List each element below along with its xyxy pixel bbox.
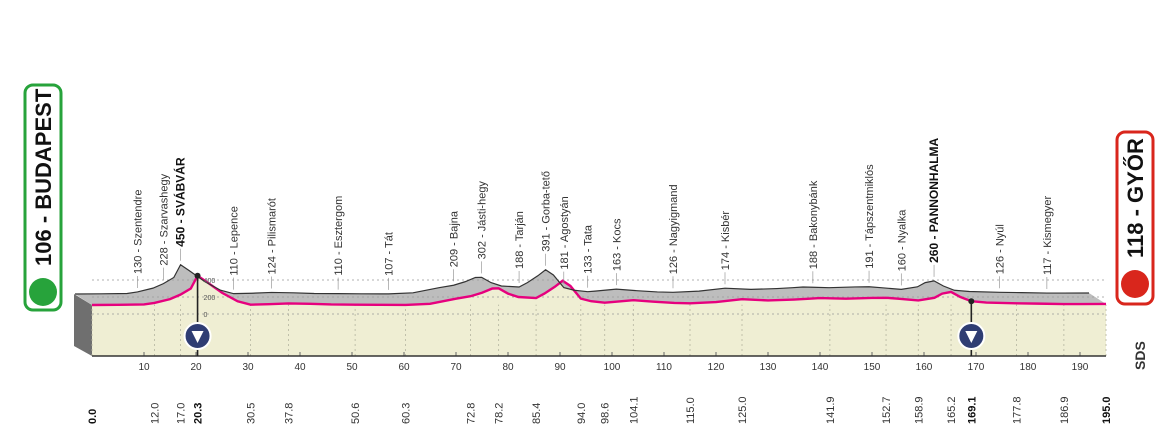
place-label: 191 - Tápszentmiklós <box>864 164 876 269</box>
x-tick-label: 90 <box>554 362 566 373</box>
place-label: 188 - Tarján <box>514 211 526 269</box>
km-label: 50.6 <box>350 403 362 424</box>
km-label: 60.3 <box>401 403 413 424</box>
place-label: 163 - Kocs <box>611 218 623 271</box>
x-tick-label: 170 <box>968 362 985 373</box>
profile-elevation-area <box>75 264 1106 305</box>
km-label: 12.0 <box>149 403 161 424</box>
km-labels: 0.0 12.0 17.0 20.3 30.5 37.8 50.6 60.3 72.8 78.2 8… <box>87 396 1113 424</box>
x-tick-label: 130 <box>760 362 777 373</box>
start-badge: 106 - BUDAPEST <box>23 83 63 312</box>
brand-logo: SDS <box>1132 341 1148 370</box>
place-label: 133 - Tata <box>583 224 595 274</box>
km-label: 165.2 <box>946 396 958 424</box>
km-label: 98.6 <box>600 403 612 424</box>
x-tick-label: 10 <box>138 362 150 373</box>
place-label: 124 - Pilismarót <box>267 198 279 274</box>
y-tick-label: 200 <box>204 295 216 302</box>
place-label: 181 - Agostyán <box>559 196 571 269</box>
km-label: 37.8 <box>284 403 296 424</box>
x-tick-label: 80 <box>502 362 514 373</box>
km-label: 0.0 <box>87 409 99 424</box>
x-tick-label: 120 <box>708 362 725 373</box>
y-tick-label: 0 <box>204 312 208 319</box>
place-label: 450 - SVÁBVÁR <box>173 157 188 247</box>
place-label: 160 - Nyalka <box>896 209 908 272</box>
x-tick-label: 150 <box>864 362 881 373</box>
place-label: 110 - Lepence <box>229 206 241 276</box>
y-axis-ticks: 400 200 0 <box>204 278 216 319</box>
profile-ground-dark <box>74 293 92 356</box>
x-tick-label: 50 <box>346 362 358 373</box>
km-label: 195.0 <box>1101 396 1113 424</box>
x-tick-label: 30 <box>242 362 254 373</box>
finish-bike-icon <box>1121 270 1149 298</box>
km-label: 177.8 <box>1012 396 1024 424</box>
km-label: 78.2 <box>494 403 506 424</box>
km-label: 115.0 <box>685 397 697 424</box>
finish-badge: 118 - GYŐR <box>1115 130 1155 306</box>
place-label: 209 - Bajna <box>449 210 461 267</box>
sprint-marker-arrow <box>965 331 978 343</box>
km-label: 169.1 <box>966 396 978 424</box>
x-tick-label: 160 <box>916 362 933 373</box>
finish-label: 118 - GYŐR <box>1123 138 1148 258</box>
start-label: 106 - BUDAPEST <box>31 88 56 266</box>
start-badge-frame <box>23 83 63 312</box>
x-tick-label: 190 <box>1072 362 1089 373</box>
x-tick-label: 40 <box>294 362 306 373</box>
x-tick-label: 70 <box>450 362 462 373</box>
km-label: 186.9 <box>1059 396 1071 424</box>
place-label: 302 - Jásti-hegy <box>477 181 489 260</box>
place-label: 117 - Kismegyer <box>1042 195 1054 275</box>
km-label: 94.0 <box>576 403 588 424</box>
start-bike-icon <box>29 278 57 306</box>
marker-point <box>194 272 201 279</box>
sprint-marker-arrow <box>191 331 204 343</box>
x-tick-label: 140 <box>812 362 829 373</box>
place-label: 107 - Tát <box>384 232 396 276</box>
km-label: 104.1 <box>628 396 640 424</box>
place-labels: 130 - Szentendre 228 - Szarvashegy 450 - S… <box>132 137 1054 290</box>
marker-point <box>968 298 975 305</box>
sprint-markers <box>183 272 986 356</box>
place-label: 260 - PANNONHALMA <box>927 137 941 262</box>
profile-elevation-line <box>91 274 1107 307</box>
y-tick-label: 400 <box>204 278 216 285</box>
km-label: 152.7 <box>881 396 893 424</box>
x-tick-label: 180 <box>1020 362 1037 373</box>
km-label: 141.9 <box>825 396 837 424</box>
profile-base <box>92 275 1106 356</box>
place-label: 188 - Bakonybánk <box>808 180 820 269</box>
x-tick-label: 100 <box>604 362 621 373</box>
km-label: 30.5 <box>246 403 258 424</box>
km-label: 85.4 <box>531 403 543 424</box>
place-label: 228 - Szarvashegy <box>158 173 170 265</box>
profile-ridge-line <box>74 263 1090 295</box>
place-label: 174 - Kisbér <box>720 211 732 271</box>
place-label: 110 - Esztergom <box>333 196 345 276</box>
x-tick-label: 110 <box>656 362 672 373</box>
place-label: 126 - Nyúl <box>995 224 1007 274</box>
x-axis-ticks: 10 20 30 40 50 60 70 80 90 100 110 120 130 140 150 160 1… <box>92 352 1106 373</box>
finish-badge-frame <box>1115 130 1155 306</box>
x-tick-label: 60 <box>398 362 410 373</box>
km-label: 72.8 <box>466 403 478 424</box>
km-label: 17.0 <box>175 403 187 424</box>
km-label: 125.0 <box>737 396 749 424</box>
km-label: 20.3 <box>193 403 205 424</box>
place-label: 391 - Gorba-tető <box>541 171 553 252</box>
x-tick-label: 20 <box>190 362 202 373</box>
place-label: 130 - Szentendre <box>132 190 144 274</box>
place-label: 126 - Nagyigmand <box>668 184 680 274</box>
km-label: 158.9 <box>913 396 925 424</box>
